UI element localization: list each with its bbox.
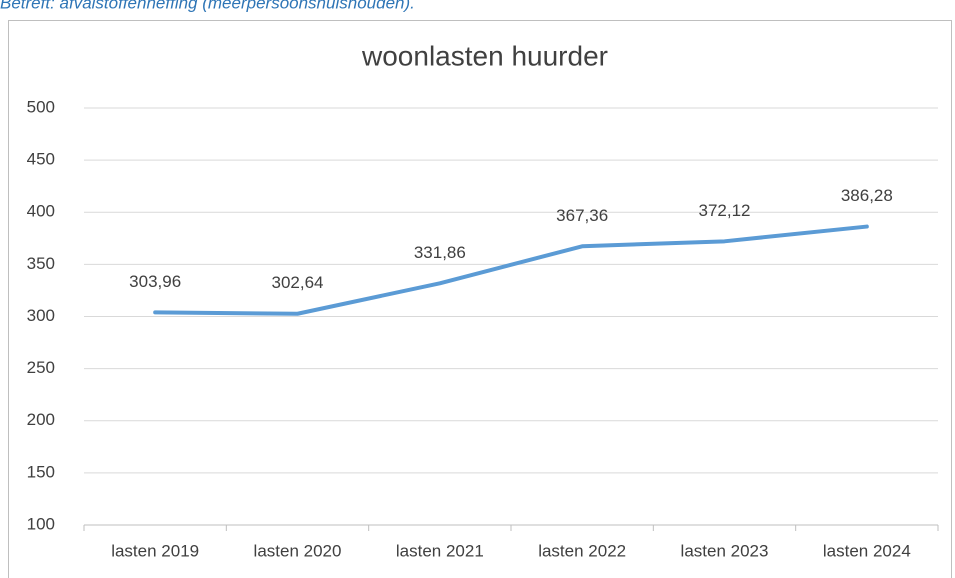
y-tick-label: 300: [27, 306, 55, 325]
data-label: 386,28: [841, 186, 893, 205]
y-tick-label: 500: [27, 97, 55, 116]
data-label: 302,64: [272, 273, 324, 292]
y-tick-label: 450: [27, 150, 55, 169]
data-label: 331,86: [414, 243, 466, 262]
y-tick-label: 350: [27, 254, 55, 273]
x-tick-label: lasten 2022: [538, 541, 626, 560]
x-tick-label: lasten 2019: [111, 541, 199, 560]
y-tick-label: 100: [27, 514, 55, 533]
x-tick-label: lasten 2023: [681, 541, 769, 560]
y-tick-label: 150: [27, 462, 55, 481]
chart-title: woonlasten huurder: [361, 40, 608, 71]
x-tick-label: lasten 2021: [396, 541, 484, 560]
x-tick-label: lasten 2024: [823, 541, 911, 560]
y-tick-label: 250: [27, 358, 55, 377]
data-label: 367,36: [556, 206, 608, 225]
header-text: Betreft: afvalstoffenheffing (meerpersoo…: [0, 0, 415, 12]
x-tick-label: lasten 2020: [254, 541, 342, 560]
y-tick-label: 400: [27, 202, 55, 221]
data-label: 372,12: [699, 201, 751, 220]
data-line: [153, 224, 869, 316]
y-tick-label: 200: [27, 410, 55, 429]
chart-border: [8, 20, 952, 578]
data-label: 303,96: [129, 272, 181, 291]
